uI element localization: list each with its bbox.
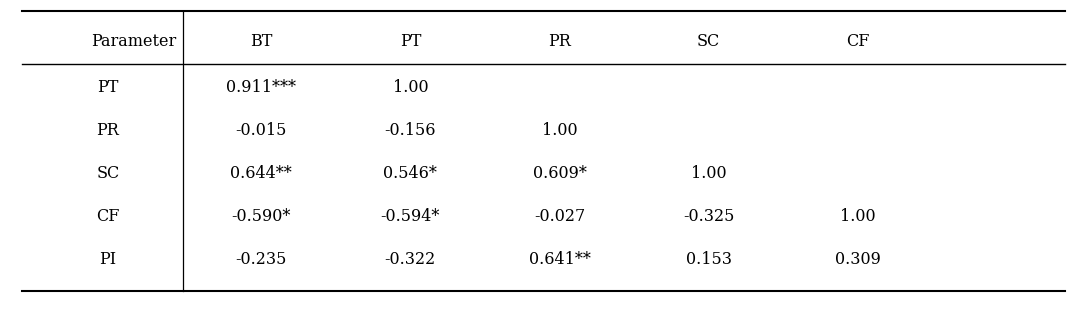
Text: -0.590*: -0.590* (232, 208, 291, 225)
Text: -0.015: -0.015 (236, 122, 287, 139)
Text: Parameter: Parameter (90, 33, 176, 50)
Text: PT: PT (400, 33, 421, 50)
Text: CF: CF (96, 208, 120, 225)
Text: 1.00: 1.00 (840, 208, 875, 225)
Text: -0.235: -0.235 (236, 251, 287, 268)
Text: PT: PT (97, 79, 118, 96)
Text: 0.546*: 0.546* (384, 165, 437, 182)
Text: 0.641**: 0.641** (528, 251, 590, 268)
Text: -0.322: -0.322 (385, 251, 436, 268)
Text: -0.156: -0.156 (385, 122, 436, 139)
Text: BT: BT (250, 33, 273, 50)
Text: CF: CF (846, 33, 870, 50)
Text: 1.00: 1.00 (541, 122, 577, 139)
Text: SC: SC (96, 165, 120, 182)
Text: PI: PI (99, 251, 116, 268)
Text: 0.609*: 0.609* (533, 165, 586, 182)
Text: 0.644**: 0.644** (230, 165, 292, 182)
Text: 1.00: 1.00 (392, 79, 428, 96)
Text: 0.911***: 0.911*** (226, 79, 296, 96)
Text: PR: PR (97, 122, 120, 139)
Text: 0.153: 0.153 (686, 251, 732, 268)
Text: PR: PR (548, 33, 571, 50)
Text: SC: SC (697, 33, 721, 50)
Text: -0.594*: -0.594* (380, 208, 440, 225)
Text: 1.00: 1.00 (691, 165, 726, 182)
Text: -0.027: -0.027 (534, 208, 585, 225)
Text: 0.309: 0.309 (835, 251, 880, 268)
Text: -0.325: -0.325 (683, 208, 735, 225)
